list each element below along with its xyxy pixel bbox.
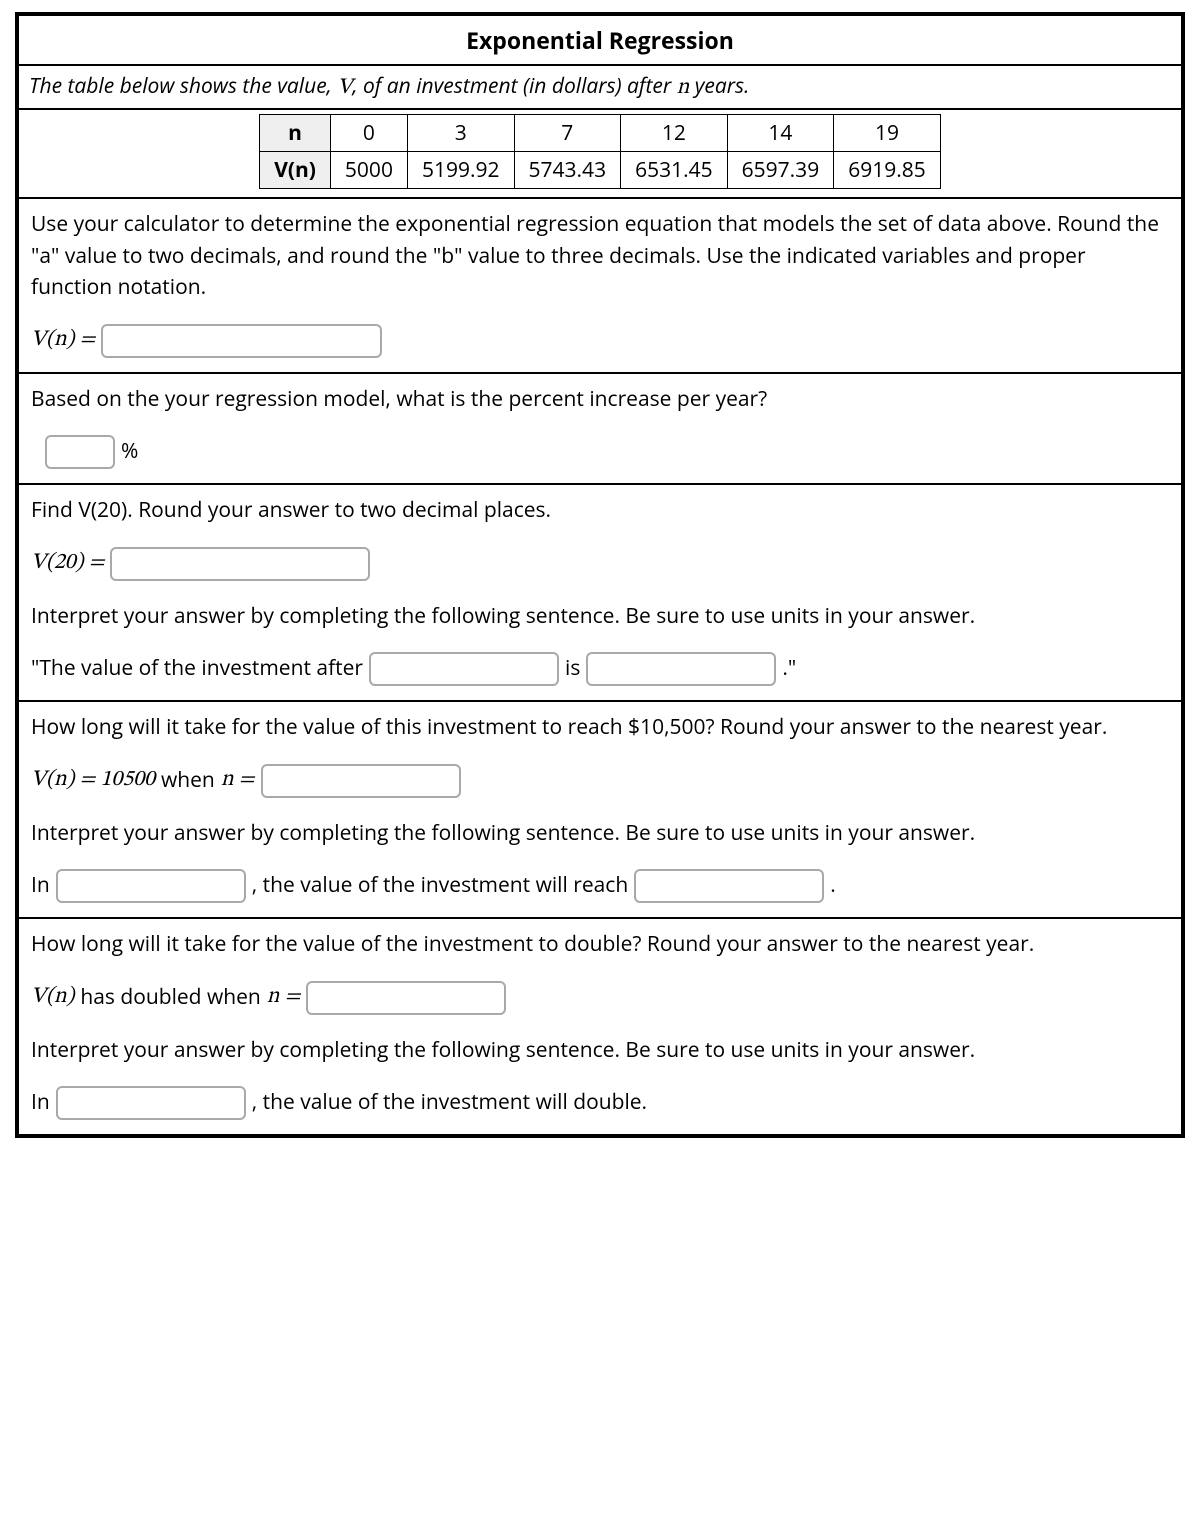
q4-sentence-p1: In: [31, 870, 50, 902]
table-row: V(n) 5000 5199.92 5743.43 6531.45 6597.3…: [260, 152, 941, 189]
table-header-n: n: [260, 115, 331, 152]
q3-sentence-p1: "The value of the investment after: [31, 653, 363, 685]
question-4: How long will it take for the value of t…: [18, 701, 1182, 918]
question-1: Use your calculator to determine the exp…: [18, 198, 1182, 373]
data-table-cell: n 0 3 7 12 14 19 V(n) 5000 5199.92 5743.…: [18, 109, 1182, 198]
q4-sentence-input-2[interactable]: [634, 869, 824, 903]
data-table: n 0 3 7 12 14 19 V(n) 5000 5199.92 5743.…: [259, 114, 941, 189]
q3-sentence-input-2[interactable]: [586, 652, 776, 686]
q1-instructions: Use your calculator to determine the exp…: [31, 209, 1169, 304]
q4-label-1: V(n) = 10500: [31, 764, 155, 797]
question-3: Find V(20). Round your answer to two dec…: [18, 484, 1182, 701]
q5-label-2: has doubled when: [80, 982, 260, 1014]
table-cell: 6597.39: [727, 152, 834, 189]
caption-text-3: years.: [689, 72, 749, 100]
q3-instructions: Find V(20). Round your answer to two dec…: [31, 495, 1169, 527]
q2-instructions: Based on the your regression model, what…: [31, 384, 1169, 416]
question-5: How long will it take for the value of t…: [18, 918, 1182, 1135]
q4-n-input[interactable]: [261, 764, 461, 798]
q4-label-3: n =: [221, 764, 255, 797]
table-cell: 6919.85: [834, 152, 941, 189]
q5-sentence-end: , the value of the investment will doubl…: [252, 1087, 647, 1119]
q5-sentence-input-1[interactable]: [56, 1086, 246, 1120]
caption-var-n: n: [677, 77, 690, 99]
table-cell: 12: [621, 115, 728, 152]
table-cell: 5743.43: [514, 152, 621, 189]
q5-label-3: n =: [267, 981, 301, 1014]
table-cell: 19: [834, 115, 941, 152]
q5-label-1: V(n): [31, 981, 74, 1014]
table-cell: 14: [727, 115, 834, 152]
q1-equation-input[interactable]: [101, 324, 382, 358]
q4-sentence-mid: , the value of the investment will reach: [252, 870, 628, 902]
caption-var-V: V: [337, 77, 352, 99]
table-cell: 5000: [330, 152, 407, 189]
worksheet-caption: The table below shows the value, V, of a…: [18, 65, 1182, 109]
q3-sentence-end: .": [782, 653, 796, 685]
q4-label-2: when: [161, 765, 215, 797]
q5-sentence-p1: In: [31, 1087, 50, 1119]
q3-sentence-input-1[interactable]: [369, 652, 559, 686]
q3-label: V(20) =: [31, 547, 104, 580]
q5-interpret: Interpret your answer by completing the …: [31, 1035, 1169, 1067]
table-cell: 7: [514, 115, 621, 152]
q4-interpret: Interpret your answer by completing the …: [31, 818, 1169, 850]
table-header-vn: V(n): [260, 152, 331, 189]
q2-percent-input[interactable]: [45, 435, 115, 469]
q3-value-input[interactable]: [110, 547, 370, 581]
table-cell: 0: [330, 115, 407, 152]
q4-sentence-input-1[interactable]: [56, 869, 246, 903]
worksheet-frame: Exponential Regression The table below s…: [15, 12, 1185, 1138]
q4-instructions: How long will it take for the value of t…: [31, 712, 1169, 744]
q1-label: V(n) =: [31, 324, 95, 357]
worksheet-title: Exponential Regression: [18, 15, 1182, 65]
q2-percent-suffix: %: [121, 436, 138, 468]
table-row: n 0 3 7 12 14 19: [260, 115, 941, 152]
caption-text-1: The table below shows the value,: [29, 72, 337, 100]
question-2: Based on the your regression model, what…: [18, 373, 1182, 485]
caption-text-2: , of an investment (in dollars) after: [352, 72, 676, 100]
q3-sentence-mid: is: [565, 653, 580, 685]
table-cell: 3: [407, 115, 514, 152]
q5-instructions: How long will it take for the value of t…: [31, 929, 1169, 961]
table-cell: 5199.92: [407, 152, 514, 189]
q4-sentence-end: .: [830, 870, 836, 902]
q5-n-input[interactable]: [306, 981, 506, 1015]
table-cell: 6531.45: [621, 152, 728, 189]
q3-interpret: Interpret your answer by completing the …: [31, 601, 1169, 633]
